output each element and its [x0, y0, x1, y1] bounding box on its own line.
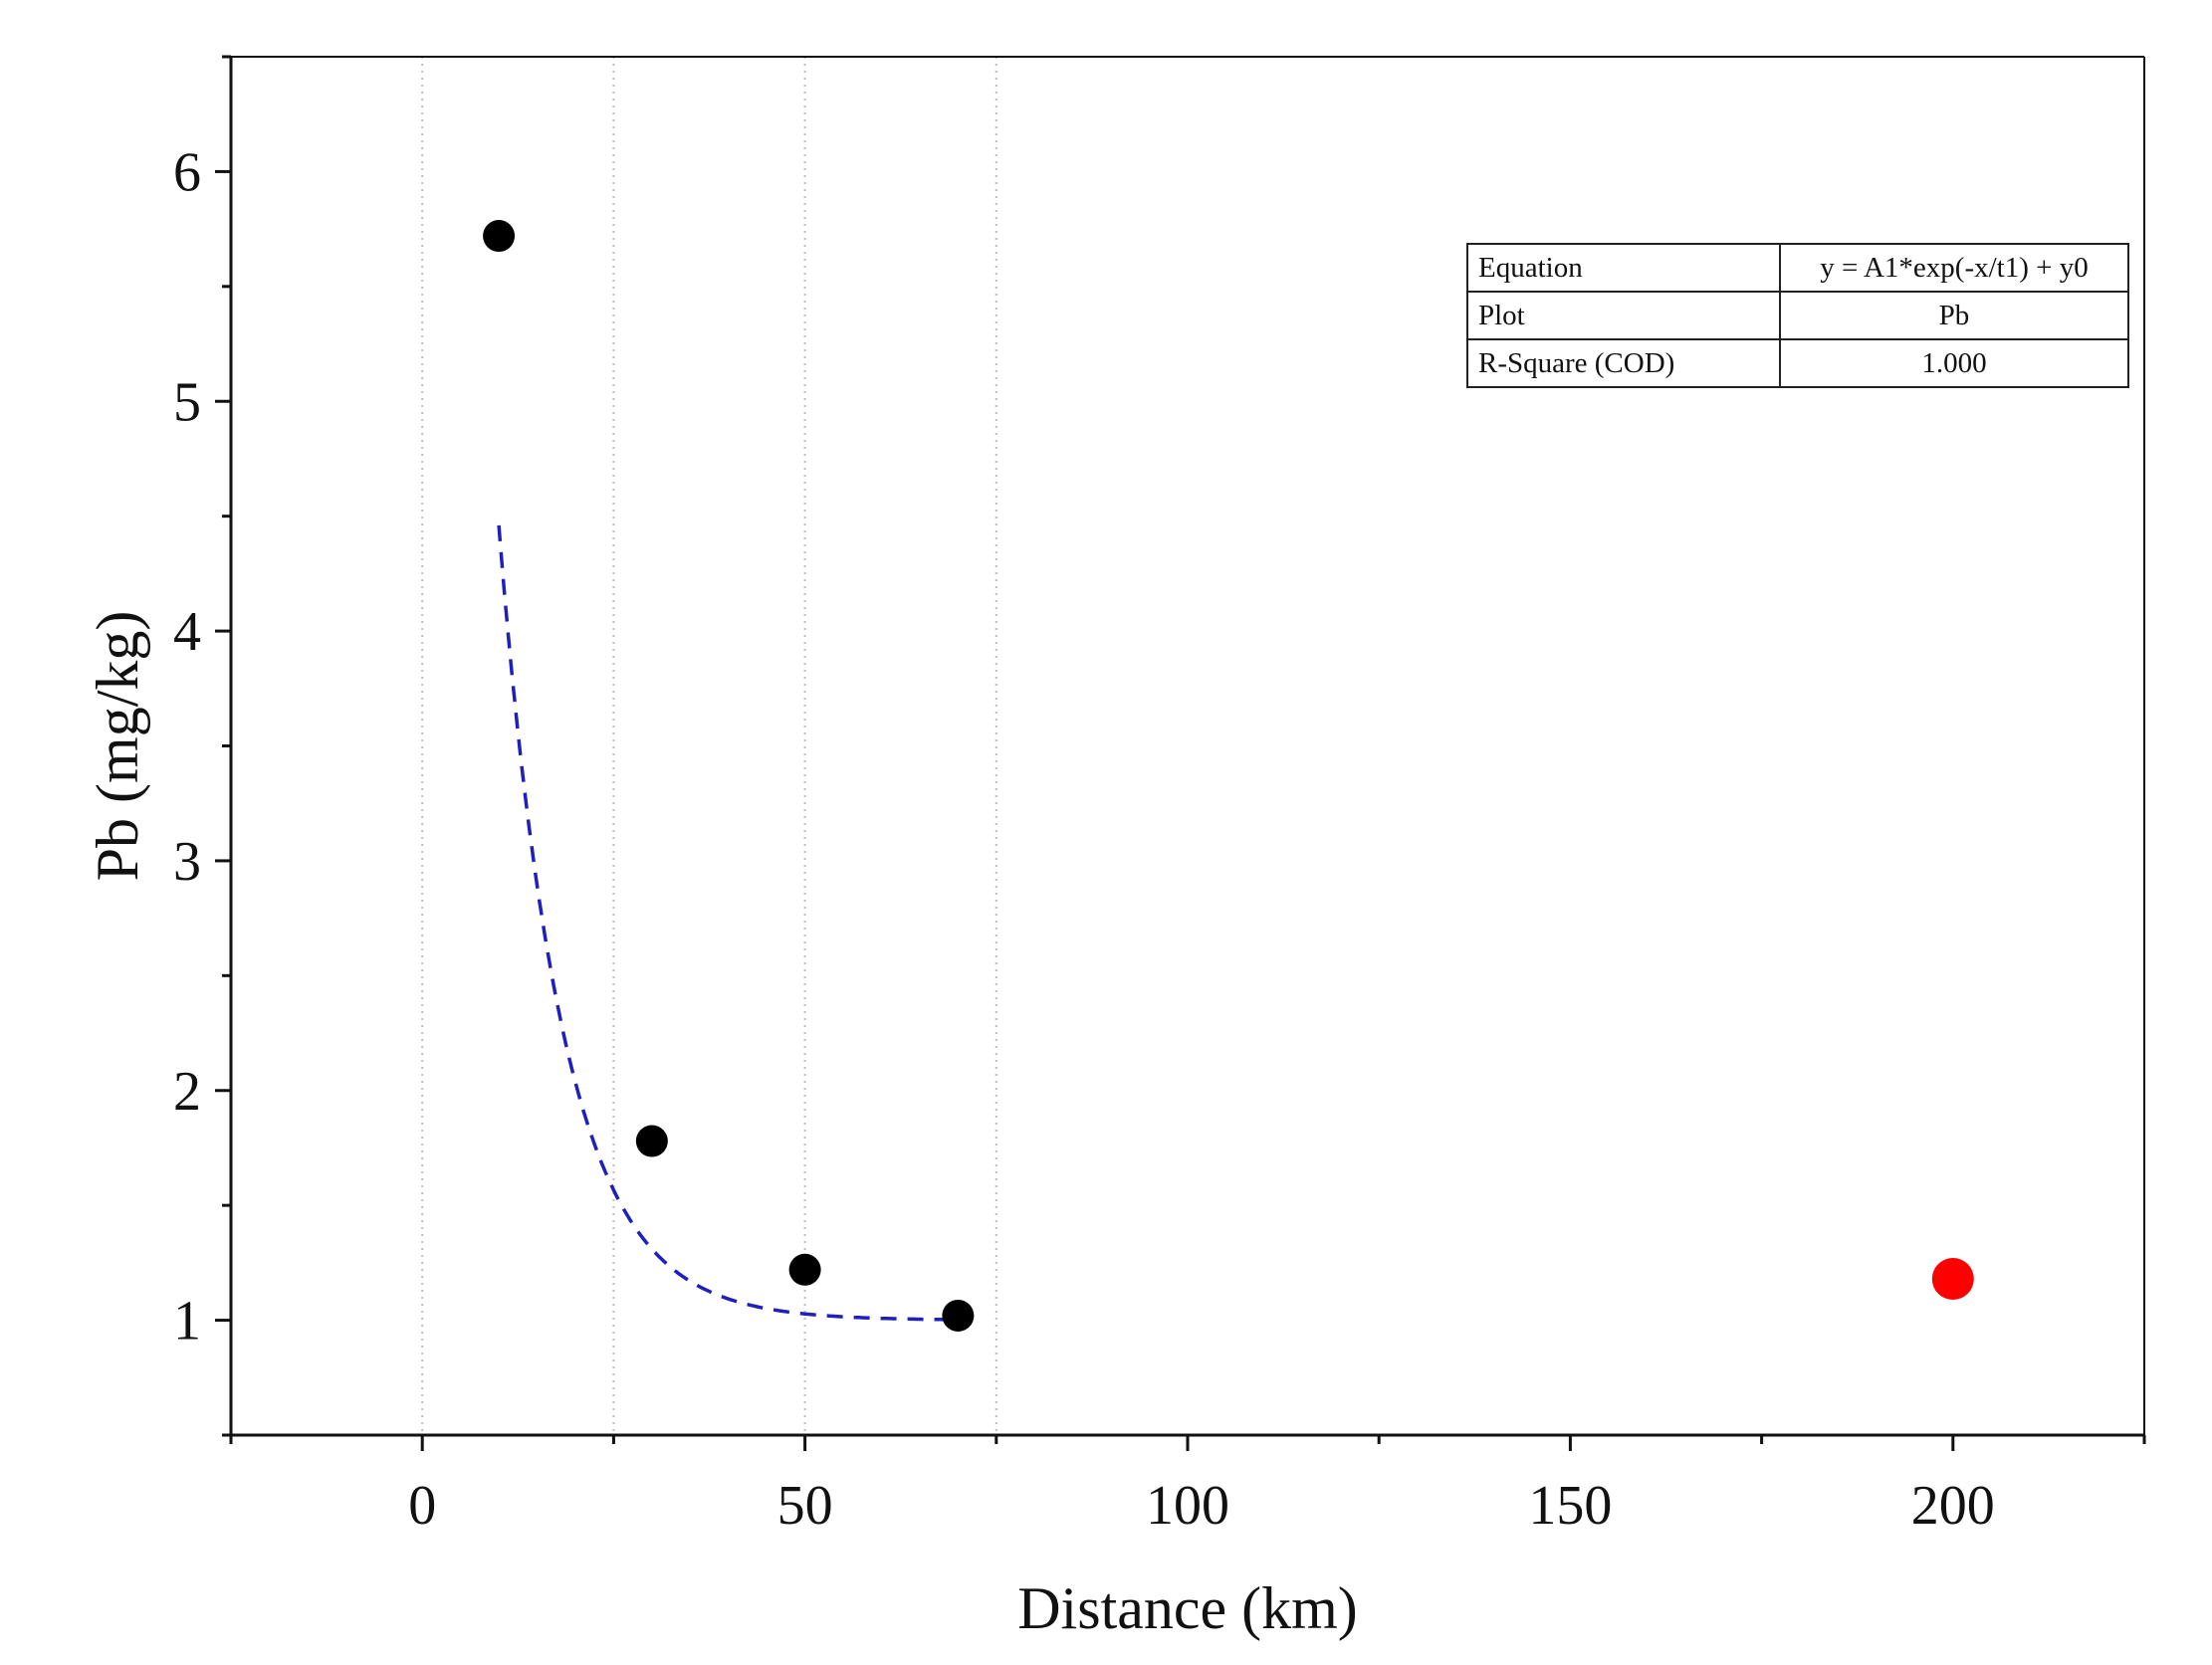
fit-results-table: Equation y = A1*exp(-x/t1) + y0 Plot Pb … — [1466, 243, 2129, 388]
y-tick-label: 4 — [173, 601, 201, 663]
table-row: R-Square (COD) 1.000 — [1466, 338, 2129, 388]
outlier-point — [1931, 1258, 1974, 1301]
table-cell-value: y = A1*exp(-x/t1) + y0 — [1779, 243, 2129, 293]
y-axis: 1 2 3 4 5 6 — [173, 55, 231, 1437]
data-points — [483, 220, 1974, 1332]
x-tick-label: 0 — [408, 1475, 436, 1537]
x-axis: 0 50 100 150 200 — [229, 1435, 2146, 1537]
grid-lines — [421, 57, 997, 1435]
x-tick-label: 150 — [1528, 1475, 1612, 1537]
table-cell-value: Pb — [1779, 291, 2129, 340]
y-tick-label: 2 — [173, 1061, 201, 1123]
y-tick-label: 3 — [173, 831, 201, 893]
table-cell-key: R-Square (COD) — [1466, 338, 1781, 388]
y-tick-label: 1 — [173, 1291, 201, 1353]
y-axis-title: Pb (mg/kg) — [85, 611, 150, 882]
x-tick-label: 200 — [1911, 1475, 1995, 1537]
data-point — [788, 1253, 821, 1286]
data-point — [942, 1299, 975, 1332]
data-point — [635, 1125, 668, 1157]
x-tick-label: 100 — [1146, 1475, 1229, 1537]
table-cell-key: Equation — [1466, 243, 1781, 293]
table-cell-key: Plot — [1466, 291, 1781, 340]
fit-curve-group — [497, 524, 959, 1322]
table-row: Plot Pb — [1466, 291, 2129, 340]
table-row: Equation y = A1*exp(-x/t1) + y0 — [1466, 243, 2129, 293]
x-axis-title: Distance (km) — [1017, 1575, 1358, 1641]
fit-curve — [497, 524, 959, 1322]
y-tick-label: 5 — [173, 371, 201, 433]
table-cell-value: 1.000 — [1779, 338, 2129, 388]
data-point — [483, 220, 516, 253]
y-tick-label: 6 — [173, 141, 201, 203]
x-tick-label: 50 — [777, 1475, 833, 1537]
